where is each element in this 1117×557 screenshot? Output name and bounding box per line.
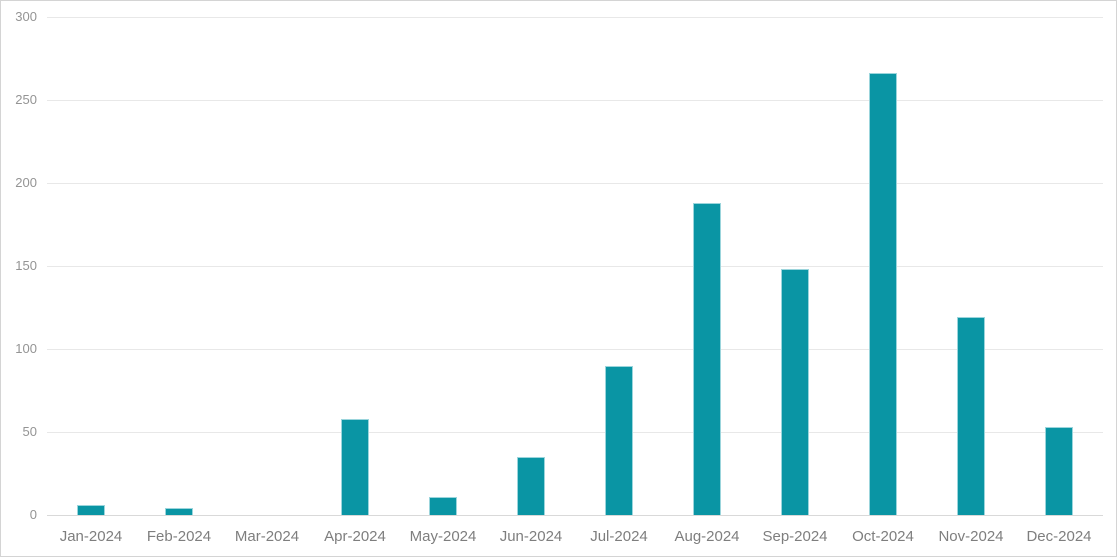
bar-sep-2024 — [781, 269, 809, 515]
x-tick-label: Dec-2024 — [1026, 528, 1092, 545]
bar-dec-2024 — [1045, 427, 1073, 515]
x-tick-label: Mar-2024 — [234, 528, 300, 545]
x-tick-label: Nov-2024 — [938, 528, 1004, 545]
x-tick-label: Jun-2024 — [499, 528, 563, 545]
y-gridline — [47, 431, 1103, 433]
y-gridline — [47, 99, 1103, 101]
bar-aug-2024 — [693, 202, 721, 515]
x-tick-label: Aug-2024 — [674, 528, 740, 545]
bar-jan-2024 — [77, 505, 105, 515]
y-gridline — [47, 265, 1103, 267]
y-tick-label: 100 — [15, 341, 37, 356]
x-tick-label: Feb-2024 — [146, 528, 212, 545]
y-tick-label: 250 — [15, 92, 37, 107]
bar-oct-2024 — [869, 73, 897, 515]
y-tick-label: 300 — [15, 9, 37, 24]
bar-nov-2024 — [957, 317, 985, 515]
x-tick-label: Oct-2024 — [852, 528, 914, 545]
y-tick-label: 0 — [29, 507, 37, 522]
bar-feb-2024 — [165, 508, 193, 515]
x-axis-line — [47, 514, 1103, 516]
bar-jun-2024 — [517, 456, 545, 515]
bar-may-2024 — [429, 496, 457, 515]
bar-apr-2024 — [341, 418, 369, 515]
bar-jul-2024 — [605, 365, 633, 515]
x-tick-label: Apr-2024 — [324, 528, 386, 545]
y-tick-label: 200 — [15, 175, 37, 190]
x-tick-label: Sep-2024 — [762, 528, 828, 545]
x-tick-label: Jan-2024 — [59, 528, 123, 545]
y-gridline — [47, 16, 1103, 18]
y-gridline — [47, 182, 1103, 184]
x-tick-label: May-2024 — [409, 528, 477, 545]
y-gridline — [47, 348, 1103, 350]
x-tick-label: Jul-2024 — [590, 528, 648, 545]
y-tick-label: 50 — [22, 424, 37, 439]
y-tick-label: 150 — [15, 258, 37, 273]
